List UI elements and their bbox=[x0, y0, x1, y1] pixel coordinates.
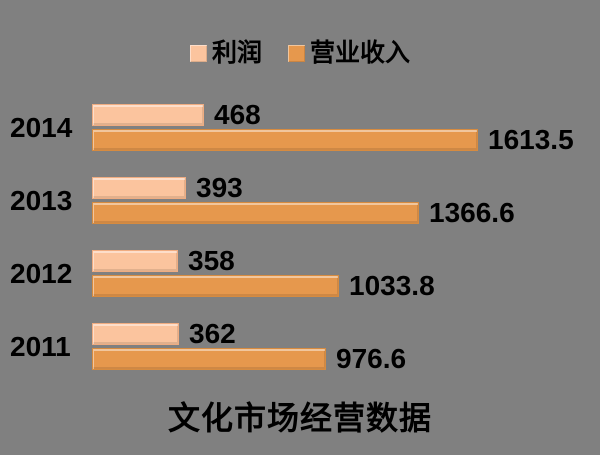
bar-line: 1366.6 bbox=[92, 197, 515, 228]
legend-label-revenue: 营业收入 bbox=[310, 38, 411, 67]
revenue-swatch-icon bbox=[288, 44, 305, 62]
profit-bar bbox=[92, 323, 179, 345]
year-label: 2014 bbox=[10, 111, 73, 143]
bar-chart-area: 2014 468 1613.5 2013 393 1366.6 2012 358 1033.8 2… bbox=[10, 99, 574, 374]
profit-swatch-icon bbox=[189, 44, 207, 62]
chart-row: 2013 393 1366.6 bbox=[10, 172, 574, 228]
year-label: 2012 bbox=[10, 257, 73, 289]
bar-line: 1033.8 bbox=[92, 270, 435, 301]
year-label: 2011 bbox=[10, 330, 71, 362]
profit-bar bbox=[92, 104, 204, 126]
bar-value-label: 393 bbox=[196, 172, 243, 203]
profit-bar bbox=[92, 250, 178, 272]
chart-title: 文化市场经营数据 bbox=[167, 400, 432, 436]
chart-row: 2014 468 1613.5 bbox=[10, 99, 574, 155]
bar-group: 358 1033.8 bbox=[92, 245, 435, 301]
bar-value-label: 1033.8 bbox=[349, 270, 435, 301]
profit-bar bbox=[92, 177, 186, 199]
revenue-bar bbox=[92, 129, 478, 151]
bar-line: 362 bbox=[92, 318, 406, 349]
bar-line: 468 bbox=[92, 99, 574, 130]
revenue-bar bbox=[92, 202, 419, 224]
bar-group: 468 1613.5 bbox=[92, 99, 574, 155]
bar-value-label: 362 bbox=[189, 318, 236, 349]
bar-group: 393 1366.6 bbox=[92, 172, 515, 228]
legend: 利润 营业收入 bbox=[0, 38, 600, 68]
bar-line: 393 bbox=[92, 172, 515, 203]
chart-row: 2011 362 976.6 bbox=[10, 318, 574, 374]
bar-line: 358 bbox=[92, 245, 435, 276]
legend-label-profit: 利润 bbox=[211, 38, 262, 67]
bar-value-label: 1366.6 bbox=[429, 197, 515, 228]
bar-line: 976.6 bbox=[92, 343, 407, 374]
bar-value-label: 358 bbox=[188, 245, 235, 276]
revenue-bar bbox=[92, 348, 326, 370]
bar-line: 1613.5 bbox=[92, 124, 574, 155]
revenue-bar bbox=[92, 275, 339, 297]
chart-row: 2012 358 1033.8 bbox=[10, 245, 574, 301]
legend-item-revenue: 营业收入 bbox=[288, 38, 411, 67]
legend-item-profit: 利润 bbox=[189, 38, 262, 67]
year-label: 2013 bbox=[10, 184, 73, 216]
bar-value-label: 976.6 bbox=[336, 343, 407, 374]
bar-value-label: 1613.5 bbox=[488, 124, 574, 155]
bar-group: 362 976.6 bbox=[92, 318, 407, 374]
bar-value-label: 468 bbox=[214, 99, 261, 130]
